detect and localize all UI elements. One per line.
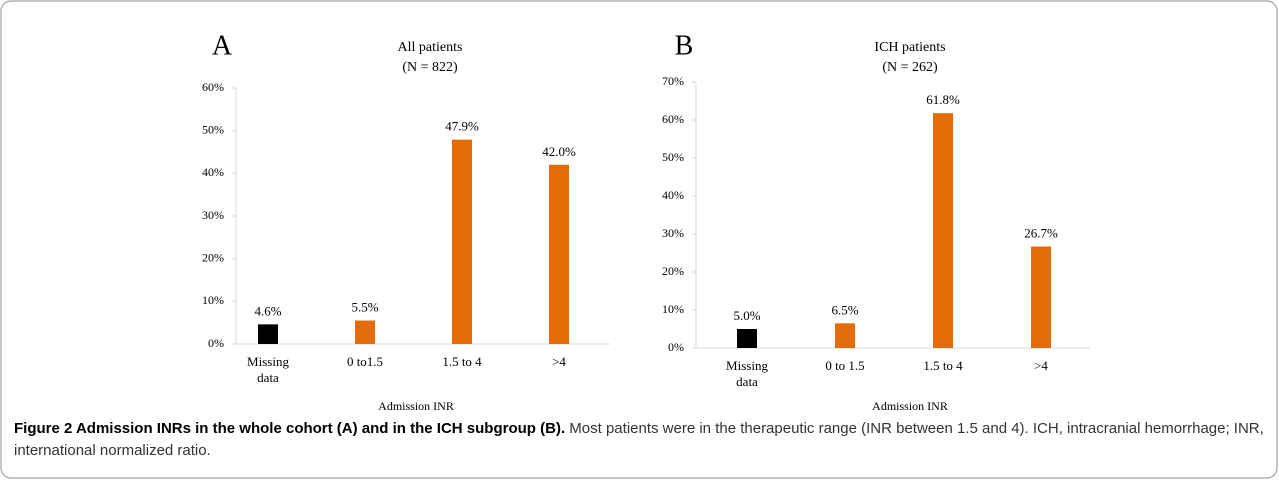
- panel-label: A: [212, 30, 233, 61]
- x-axis-title: Admission INR: [872, 399, 948, 413]
- y-tick-label: 40%: [202, 165, 224, 179]
- value-label: 6.5%: [831, 302, 858, 317]
- value-label: 5.5%: [351, 300, 378, 315]
- x-tick-label-box: >4: [552, 354, 566, 369]
- x-tick-label: >4: [1034, 358, 1048, 373]
- value-label: 5.0%: [733, 308, 760, 323]
- x-tick-label-box: >4: [1034, 358, 1048, 373]
- caption-title: Figure 2 Admission INRs in the whole coh…: [14, 420, 566, 437]
- bar: [258, 324, 278, 344]
- x-tick-label: 0 to 1.5: [825, 358, 865, 373]
- value-label: 42.0%: [542, 144, 576, 159]
- x-tick-label: Missing data: [726, 358, 768, 389]
- x-tick-label-box: Missing data: [726, 358, 768, 389]
- chart-title: All patients: [398, 40, 463, 55]
- chart-subtitle: (N = 822): [402, 60, 458, 75]
- y-tick-label: 0%: [668, 340, 684, 354]
- bar: [1031, 246, 1051, 348]
- y-tick-label: 0%: [208, 336, 224, 350]
- y-tick-label: 20%: [202, 250, 224, 264]
- bar: [835, 323, 855, 348]
- x-tick-label-box: Missing data: [247, 354, 289, 385]
- x-tick-label: 1.5 to 4: [442, 354, 482, 369]
- caption: Figure 2 Admission INRs in the whole coh…: [14, 418, 1264, 462]
- value-label: 26.7%: [1024, 226, 1058, 241]
- y-tick-label: 30%: [662, 226, 684, 240]
- x-tick-label: Missing data: [247, 354, 289, 385]
- x-axis-title: Admission INR: [378, 399, 454, 413]
- chart-title: ICH patients: [874, 40, 945, 55]
- bar: [933, 113, 953, 348]
- panel-label: B: [675, 30, 694, 61]
- y-tick-label: 70%: [662, 74, 684, 88]
- bar: [452, 139, 472, 344]
- x-tick-label: >4: [552, 354, 566, 369]
- x-tick-label-box: 1.5 to 4: [923, 358, 963, 373]
- x-tick-label-box: 1.5 to 4: [442, 354, 482, 369]
- y-tick-label: 60%: [662, 112, 684, 126]
- value-label: 4.6%: [254, 303, 281, 318]
- bar: [355, 320, 375, 344]
- bar: [549, 164, 569, 344]
- value-label: 61.8%: [926, 92, 960, 107]
- caption-text: Most patients were in the therapeutic ra…: [14, 420, 1264, 459]
- value-label: 47.9%: [445, 119, 479, 134]
- bar: [737, 329, 757, 348]
- y-tick-label: 40%: [662, 188, 684, 202]
- y-tick-label: 50%: [202, 122, 224, 136]
- y-tick-label: 50%: [662, 150, 684, 164]
- y-tick-label: 10%: [662, 302, 684, 316]
- y-tick-label: 60%: [202, 80, 224, 94]
- chart-subtitle: (N = 262): [882, 60, 938, 75]
- x-tick-label: 0 to1.5: [346, 354, 384, 369]
- y-tick-label: 10%: [202, 293, 224, 307]
- x-tick-label-box: 0 to 1.5: [825, 358, 865, 373]
- y-tick-label: 20%: [662, 264, 684, 278]
- x-tick-label-box: 0 to1.5: [346, 354, 384, 369]
- y-tick-label: 30%: [202, 208, 224, 222]
- x-tick-label: 1.5 to 4: [923, 358, 963, 373]
